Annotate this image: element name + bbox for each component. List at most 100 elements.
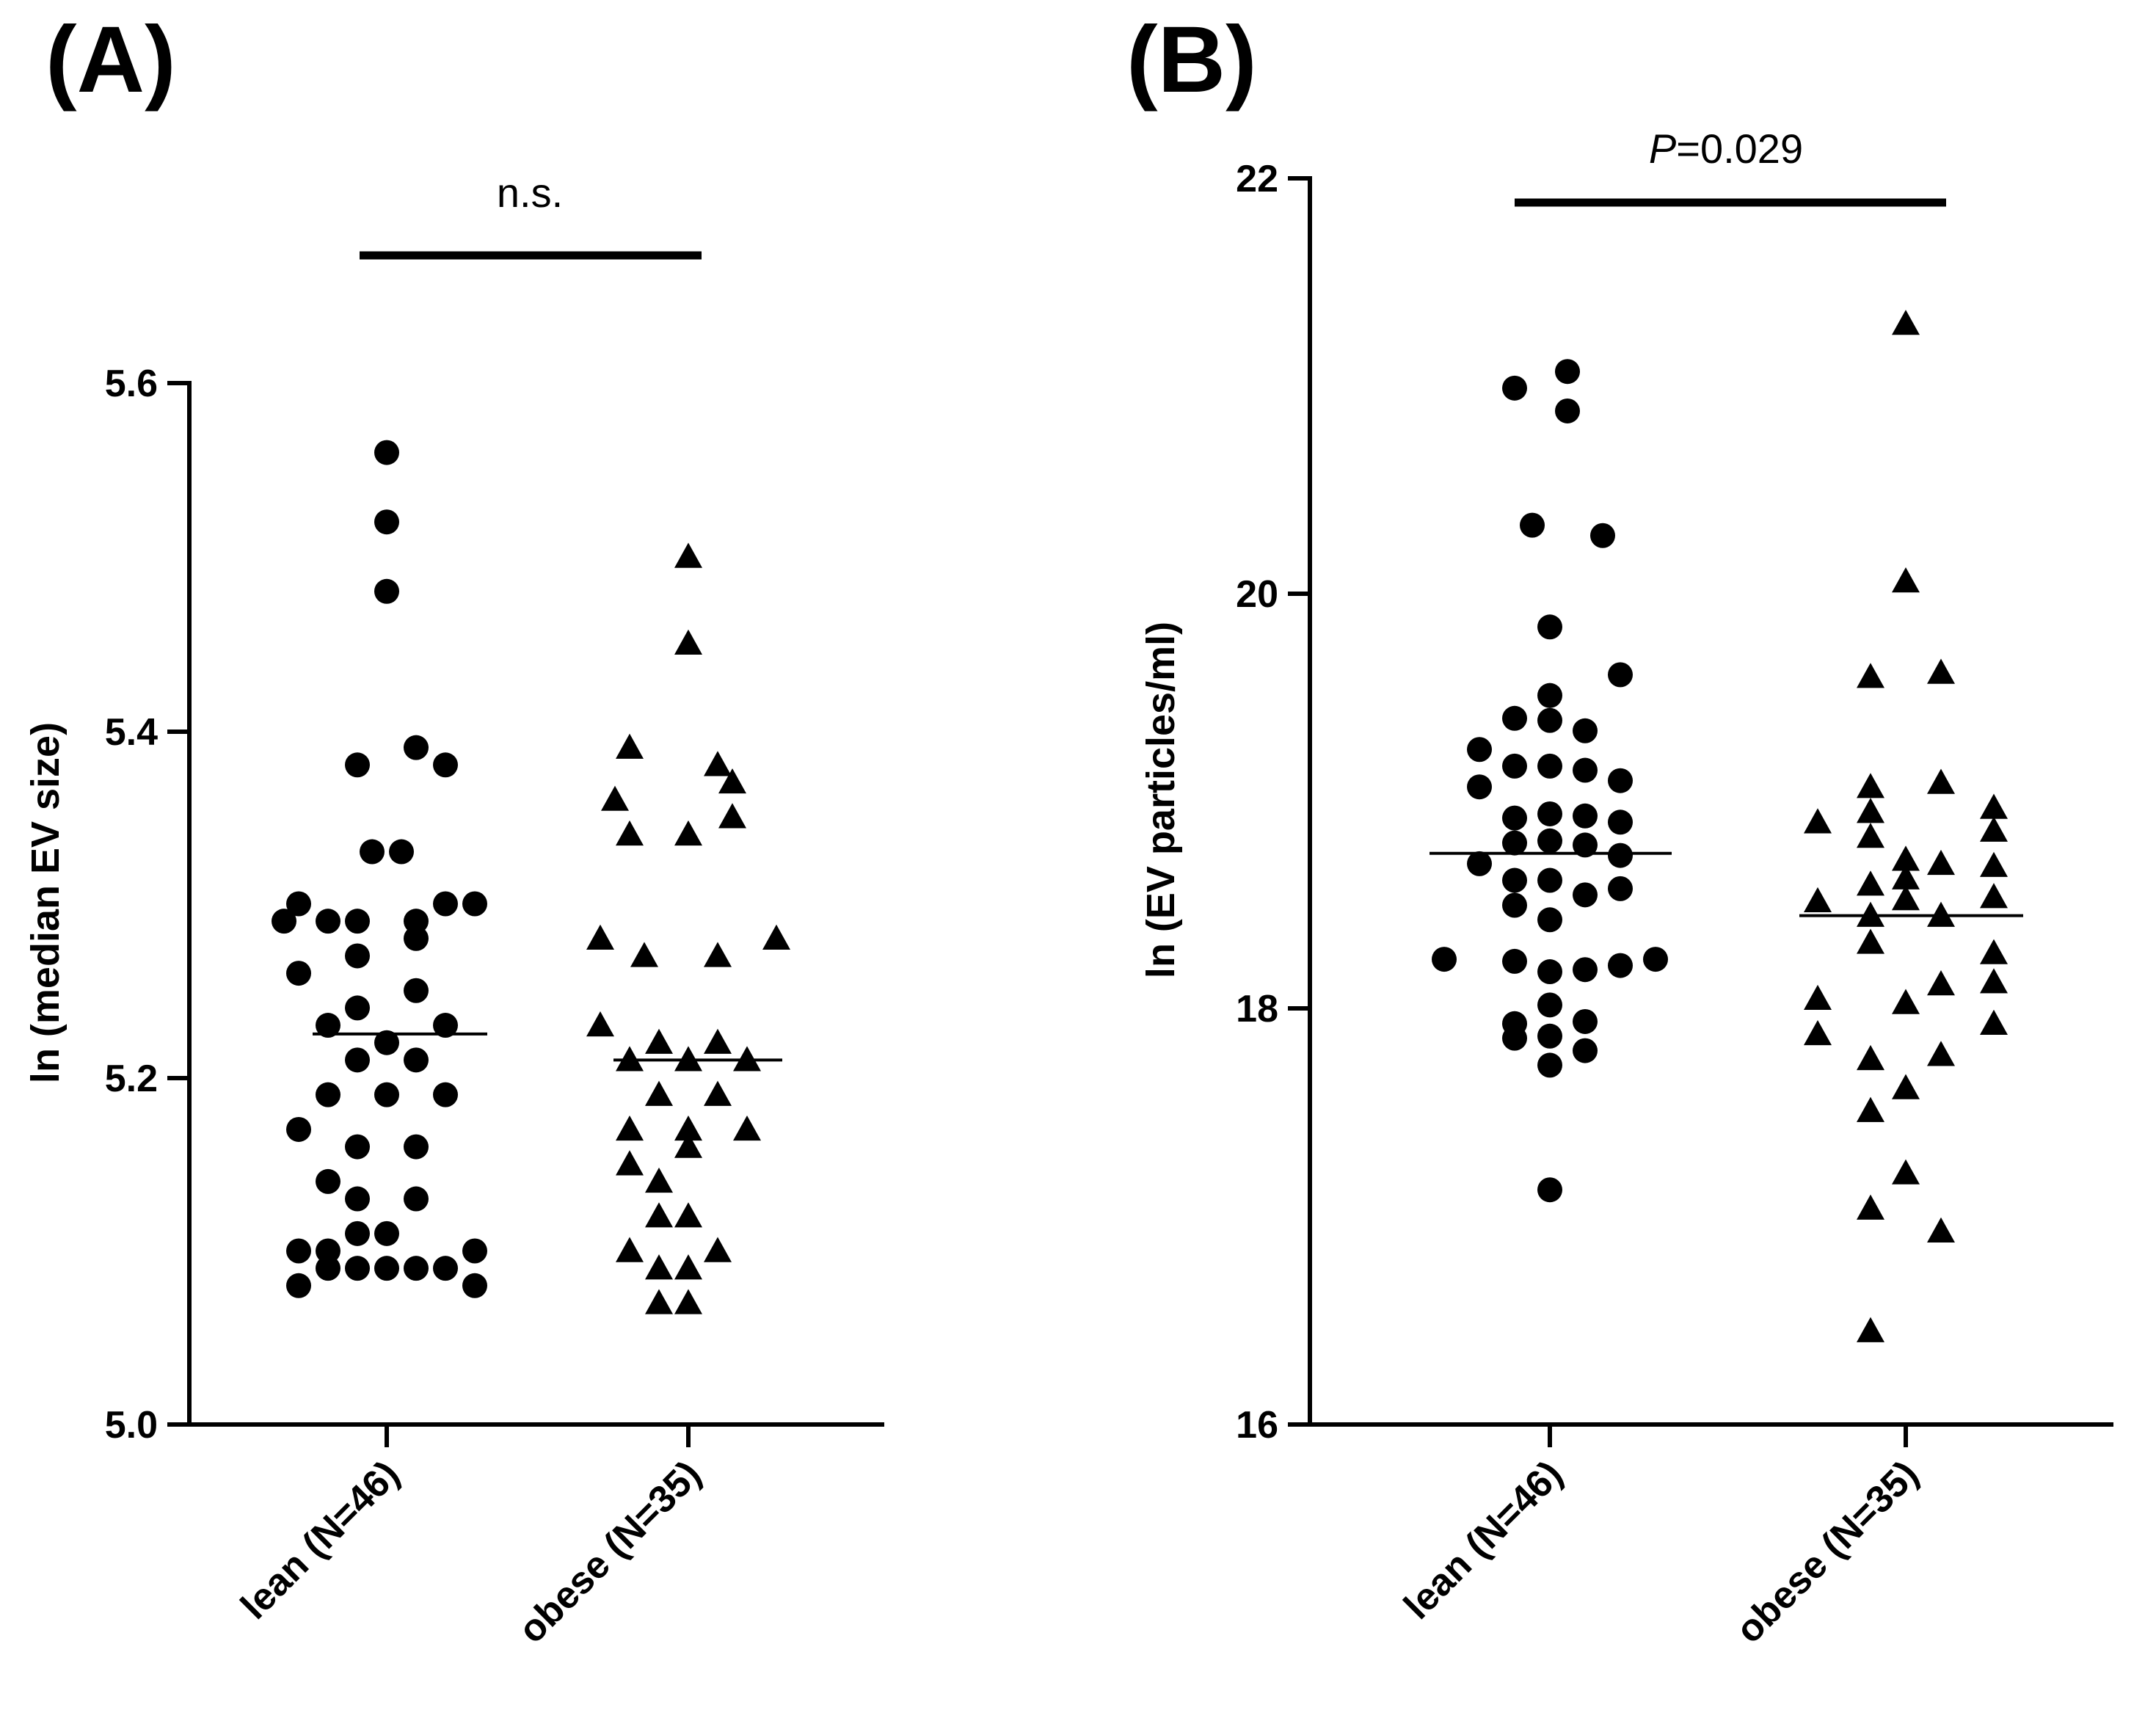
data-point-lean	[1467, 851, 1492, 876]
data-point-obese	[1927, 1041, 1955, 1066]
y-tick-label: 5.2	[105, 1058, 158, 1100]
data-point-obese	[616, 1115, 644, 1141]
data-point-lean	[374, 509, 399, 535]
significance-prefix-b: P	[1649, 125, 1676, 172]
data-point-lean	[316, 909, 340, 934]
data-point-obese	[1927, 768, 1955, 794]
data-point-lean	[1537, 907, 1562, 933]
data-point-lean	[1573, 882, 1598, 908]
data-points-a	[272, 440, 790, 1314]
significance-label-a: n.s.	[497, 170, 563, 216]
data-point-obese	[674, 1254, 702, 1280]
data-point-obese	[674, 1132, 702, 1158]
data-point-obese	[674, 542, 702, 568]
data-point-lean	[345, 943, 370, 969]
data-point-lean	[1467, 737, 1492, 763]
data-point-lean	[316, 1168, 340, 1194]
data-point-lean	[1573, 718, 1598, 743]
significance-text-b: =0.029	[1676, 125, 1803, 172]
data-point-lean	[1537, 959, 1562, 985]
data-point-lean	[1608, 953, 1633, 978]
data-point-obese	[1892, 885, 1920, 911]
data-point-obese	[1804, 1019, 1832, 1046]
data-point-obese	[1857, 928, 1884, 954]
data-point-lean	[433, 1256, 458, 1281]
y-axis-title-b: ln (EV particles/ml)	[1139, 622, 1183, 978]
data-point-obese	[1980, 968, 2008, 994]
x-category-label: obese (N=35)	[1728, 1452, 1927, 1651]
data-point-lean	[345, 1186, 370, 1212]
data-point-obese	[645, 1289, 673, 1314]
data-point-lean	[404, 1047, 429, 1073]
data-point-obese	[718, 768, 746, 794]
y-ticks-a: 5.0 5.2 5.4 5.6	[105, 363, 189, 1447]
data-point-lean	[1573, 757, 1598, 783]
data-point-lean	[345, 1047, 370, 1073]
data-point-obese	[616, 733, 644, 759]
data-point-lean	[404, 925, 429, 951]
data-point-obese	[1892, 989, 1920, 1014]
data-point-lean	[462, 1238, 487, 1264]
data-point-obese	[674, 1115, 702, 1141]
data-point-obese	[1857, 823, 1884, 848]
panel-b: (B) P=0.029 16 18 20 22 lean (N=46) obes…	[1126, 7, 2113, 1651]
data-point-lean	[1555, 398, 1580, 423]
data-point-lean	[1502, 867, 1527, 893]
data-point-obese	[674, 1289, 702, 1314]
data-point-obese	[1980, 851, 2008, 877]
data-point-lean	[404, 978, 429, 1003]
x-ticks-b: lean (N=46) obese (N=35)	[1396, 1425, 1926, 1651]
data-point-lean	[374, 1082, 399, 1107]
data-point-obese	[674, 1202, 702, 1228]
data-point-obese	[1892, 864, 1920, 889]
data-point-obese	[1857, 870, 1884, 896]
data-point-lean	[1432, 947, 1457, 972]
data-point-lean	[1520, 512, 1545, 538]
data-point-lean	[316, 1013, 340, 1038]
data-point-lean	[345, 752, 370, 778]
data-point-lean	[1608, 809, 1633, 835]
data-point-obese	[1980, 939, 2008, 964]
data-point-lean	[1502, 805, 1527, 831]
data-point-obese	[718, 803, 746, 829]
y-tick-label: 5.0	[105, 1404, 158, 1447]
data-point-lean	[1502, 753, 1527, 779]
y-tick-label: 22	[1236, 158, 1278, 200]
data-point-lean	[316, 1238, 340, 1264]
data-point-lean	[1502, 705, 1527, 731]
x-category-label: lean (N=46)	[1396, 1452, 1570, 1627]
y-tick-label: 5.4	[105, 711, 158, 754]
data-point-obese	[645, 1254, 673, 1280]
data-point-obese	[1980, 1009, 2008, 1036]
data-point-lean	[374, 1030, 399, 1055]
data-point-lean	[462, 891, 487, 917]
data-point-lean	[1537, 828, 1562, 854]
data-point-lean	[1573, 1008, 1598, 1034]
panel-label-a: (A)	[45, 7, 176, 112]
data-point-obese	[1857, 798, 1884, 823]
data-point-lean	[1537, 614, 1562, 640]
data-point-lean	[1502, 830, 1527, 856]
data-point-lean	[433, 1013, 458, 1038]
data-point-lean	[1537, 801, 1562, 826]
x-ticks-a: lean (N=46) obese (N=35)	[233, 1425, 709, 1651]
data-point-lean	[374, 578, 399, 604]
data-point-obese	[645, 1202, 673, 1228]
data-point-lean	[286, 1273, 311, 1298]
data-point-lean	[345, 1134, 370, 1160]
data-point-obese	[674, 820, 702, 846]
data-point-lean	[345, 1256, 370, 1281]
data-point-obese	[616, 1237, 644, 1262]
data-point-lean	[345, 995, 370, 1021]
y-ticks-b: 16 18 20 22	[1236, 158, 1310, 1447]
data-point-obese	[1980, 883, 2008, 909]
data-point-lean	[1537, 867, 1562, 893]
data-point-lean	[374, 440, 399, 465]
data-point-obese	[1980, 816, 2008, 842]
data-point-obese	[704, 1237, 732, 1262]
data-point-lean	[272, 909, 296, 934]
data-point-obese	[733, 1115, 761, 1141]
data-point-obese	[586, 1011, 614, 1037]
data-point-lean	[389, 839, 414, 865]
